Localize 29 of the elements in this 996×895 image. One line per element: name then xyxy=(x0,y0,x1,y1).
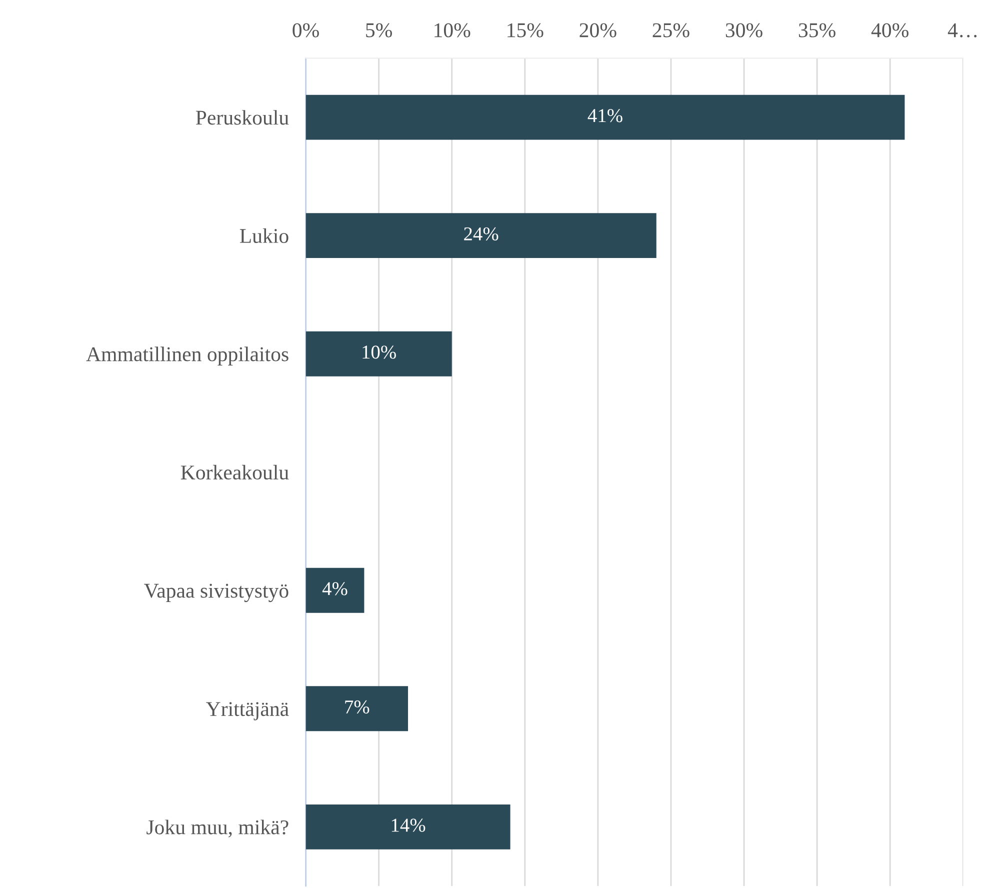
y-tick-label: Vapaa sivistystyö xyxy=(144,584,288,602)
y-tick-label: Joku muu, mikä? xyxy=(146,820,288,838)
y-tick-label: Peruskoulu xyxy=(196,110,289,125)
data-label: 4% xyxy=(322,582,348,596)
data-label: 41% xyxy=(588,109,622,122)
x-tick-label: 40% xyxy=(871,23,908,38)
bar xyxy=(306,331,452,376)
bar xyxy=(306,804,510,850)
y-tick-label: Ammatillinen oppilaitos xyxy=(86,346,288,366)
x-tick-label: 5% xyxy=(366,23,392,38)
x-tick-label: 10% xyxy=(434,23,470,38)
bar xyxy=(306,213,656,258)
x-tick-label: 0% xyxy=(292,23,319,38)
data-label: 24% xyxy=(464,227,498,241)
x-tick-label: 15% xyxy=(508,23,544,38)
x-tick-label: 30% xyxy=(726,23,762,38)
y-tick-label: Yrittäjänä xyxy=(206,702,289,720)
bar xyxy=(306,568,364,613)
data-label: 7% xyxy=(345,700,370,714)
y-tick-label: Korkeakoulu xyxy=(180,464,289,480)
x-tick-label: 25% xyxy=(652,23,690,38)
bar xyxy=(306,686,408,732)
data-label: 14% xyxy=(392,818,426,832)
bar xyxy=(306,94,905,140)
data-label: 10% xyxy=(362,346,396,359)
y-tick-label: Lukio xyxy=(240,228,288,244)
x-tick-label: 20% xyxy=(580,23,616,38)
x-tick-label: 35% xyxy=(798,23,836,38)
x-tick-label: 4… xyxy=(948,23,977,38)
